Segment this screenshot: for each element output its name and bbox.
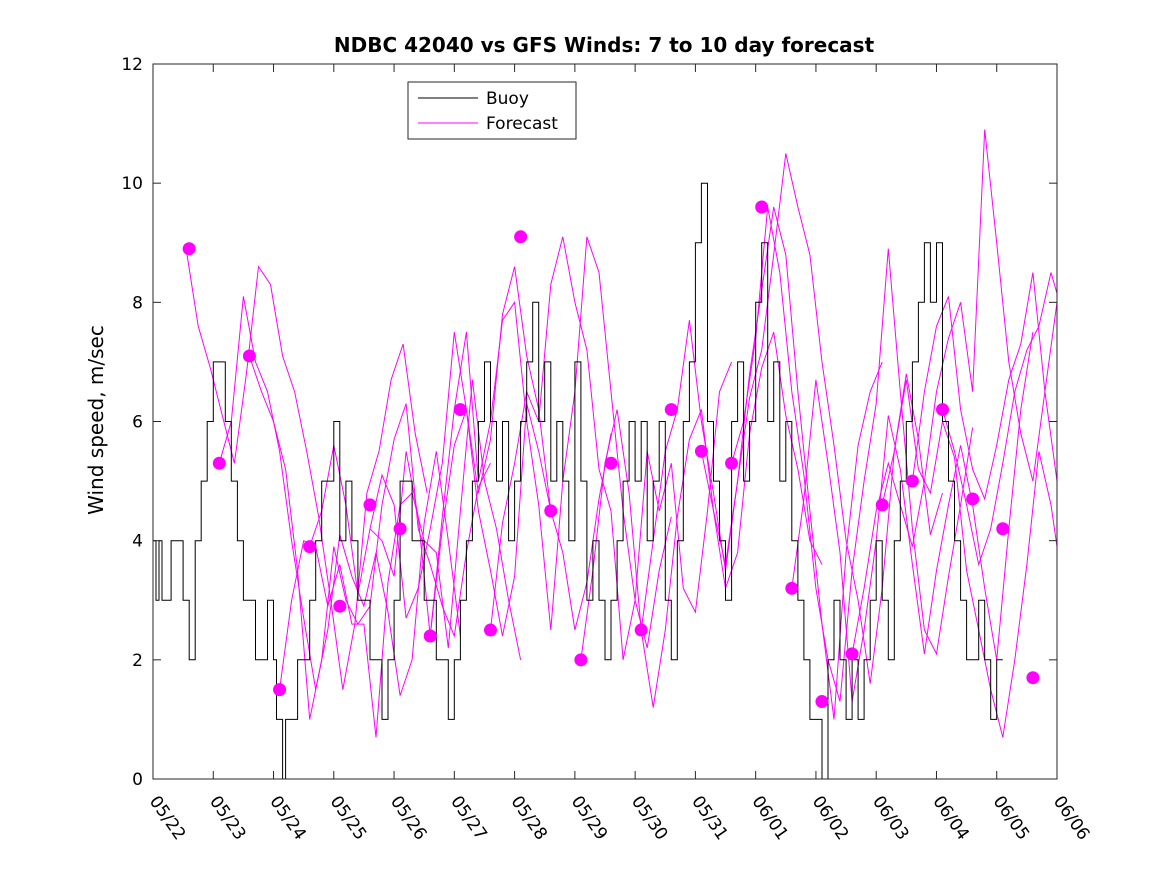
- forecast-marker: [785, 581, 799, 595]
- forecast-marker: [694, 444, 708, 458]
- forecast-run-line-0: [185, 248, 428, 690]
- forecast-marker: [875, 498, 889, 512]
- forecast-run-line-12: [791, 332, 1034, 702]
- y-tick-label: 2: [132, 651, 143, 671]
- y-tick-label: 0: [132, 770, 143, 790]
- forecast-run-line-11: [731, 206, 974, 702]
- forecast-marker: [363, 498, 377, 512]
- forecast-marker: [182, 242, 196, 256]
- forecast-marker: [604, 456, 618, 470]
- y-axis-label: Wind speed, m/sec: [84, 325, 108, 515]
- forecast-run-line-14: [881, 379, 1057, 738]
- forecast-marker: [333, 599, 347, 613]
- y-tick-label: 8: [132, 293, 143, 313]
- forecast-marker: [453, 403, 467, 417]
- data-layer: [153, 129, 1057, 779]
- chart-title: NDBC 42040 vs GFS Winds: 7 to 10 day for…: [334, 33, 875, 57]
- legend-label-buoy: Buoy: [486, 89, 529, 109]
- legend-label-forecast: Forecast: [486, 114, 558, 134]
- forecast-marker: [815, 695, 829, 709]
- forecast-run-line-7: [490, 236, 733, 660]
- legend: Buoy Forecast: [407, 81, 577, 140]
- forecast-run-line-8: [580, 331, 823, 708]
- forecast-run-line-5: [369, 266, 612, 637]
- forecast-marker: [212, 456, 226, 470]
- forecast-marker: [725, 456, 739, 470]
- forecast-marker: [845, 647, 859, 661]
- forecast-marker: [1026, 671, 1040, 685]
- forecast-marker: [544, 504, 558, 518]
- y-tick-label: 12: [121, 55, 143, 75]
- y-tick-label: 10: [121, 174, 143, 194]
- forecast-marker: [393, 522, 407, 536]
- forecast-marker: [242, 349, 256, 363]
- forecast-marker: [664, 403, 678, 417]
- forecast-run-line-15: [911, 272, 1057, 501]
- forecast-run-line-6: [429, 236, 672, 649]
- forecast-marker: [634, 623, 648, 637]
- forecast-marker: [514, 230, 528, 244]
- forecast-run-line-13: [851, 129, 1057, 654]
- forecast-marker: [423, 629, 437, 643]
- forecast-run-line-10: [700, 153, 943, 684]
- forecast-marker: [483, 623, 497, 637]
- y-tick-label: 6: [132, 413, 143, 433]
- legend-box: [407, 81, 577, 140]
- forecast-marker: [935, 403, 949, 417]
- plot-background: [153, 64, 1057, 779]
- forecast-run-line-4: [309, 332, 552, 637]
- forecast-marker: [574, 653, 588, 667]
- forecast-marker: [755, 200, 769, 214]
- forecast-marker: [966, 492, 980, 506]
- forecast-marker: [905, 474, 919, 488]
- forecast-marker: [273, 683, 287, 697]
- forecast-marker: [303, 540, 317, 554]
- forecast-run-line-16: [942, 272, 1057, 567]
- y-tick-label: 4: [132, 532, 143, 552]
- forecast-marker: [996, 522, 1010, 536]
- buoy-line: [153, 182, 1003, 779]
